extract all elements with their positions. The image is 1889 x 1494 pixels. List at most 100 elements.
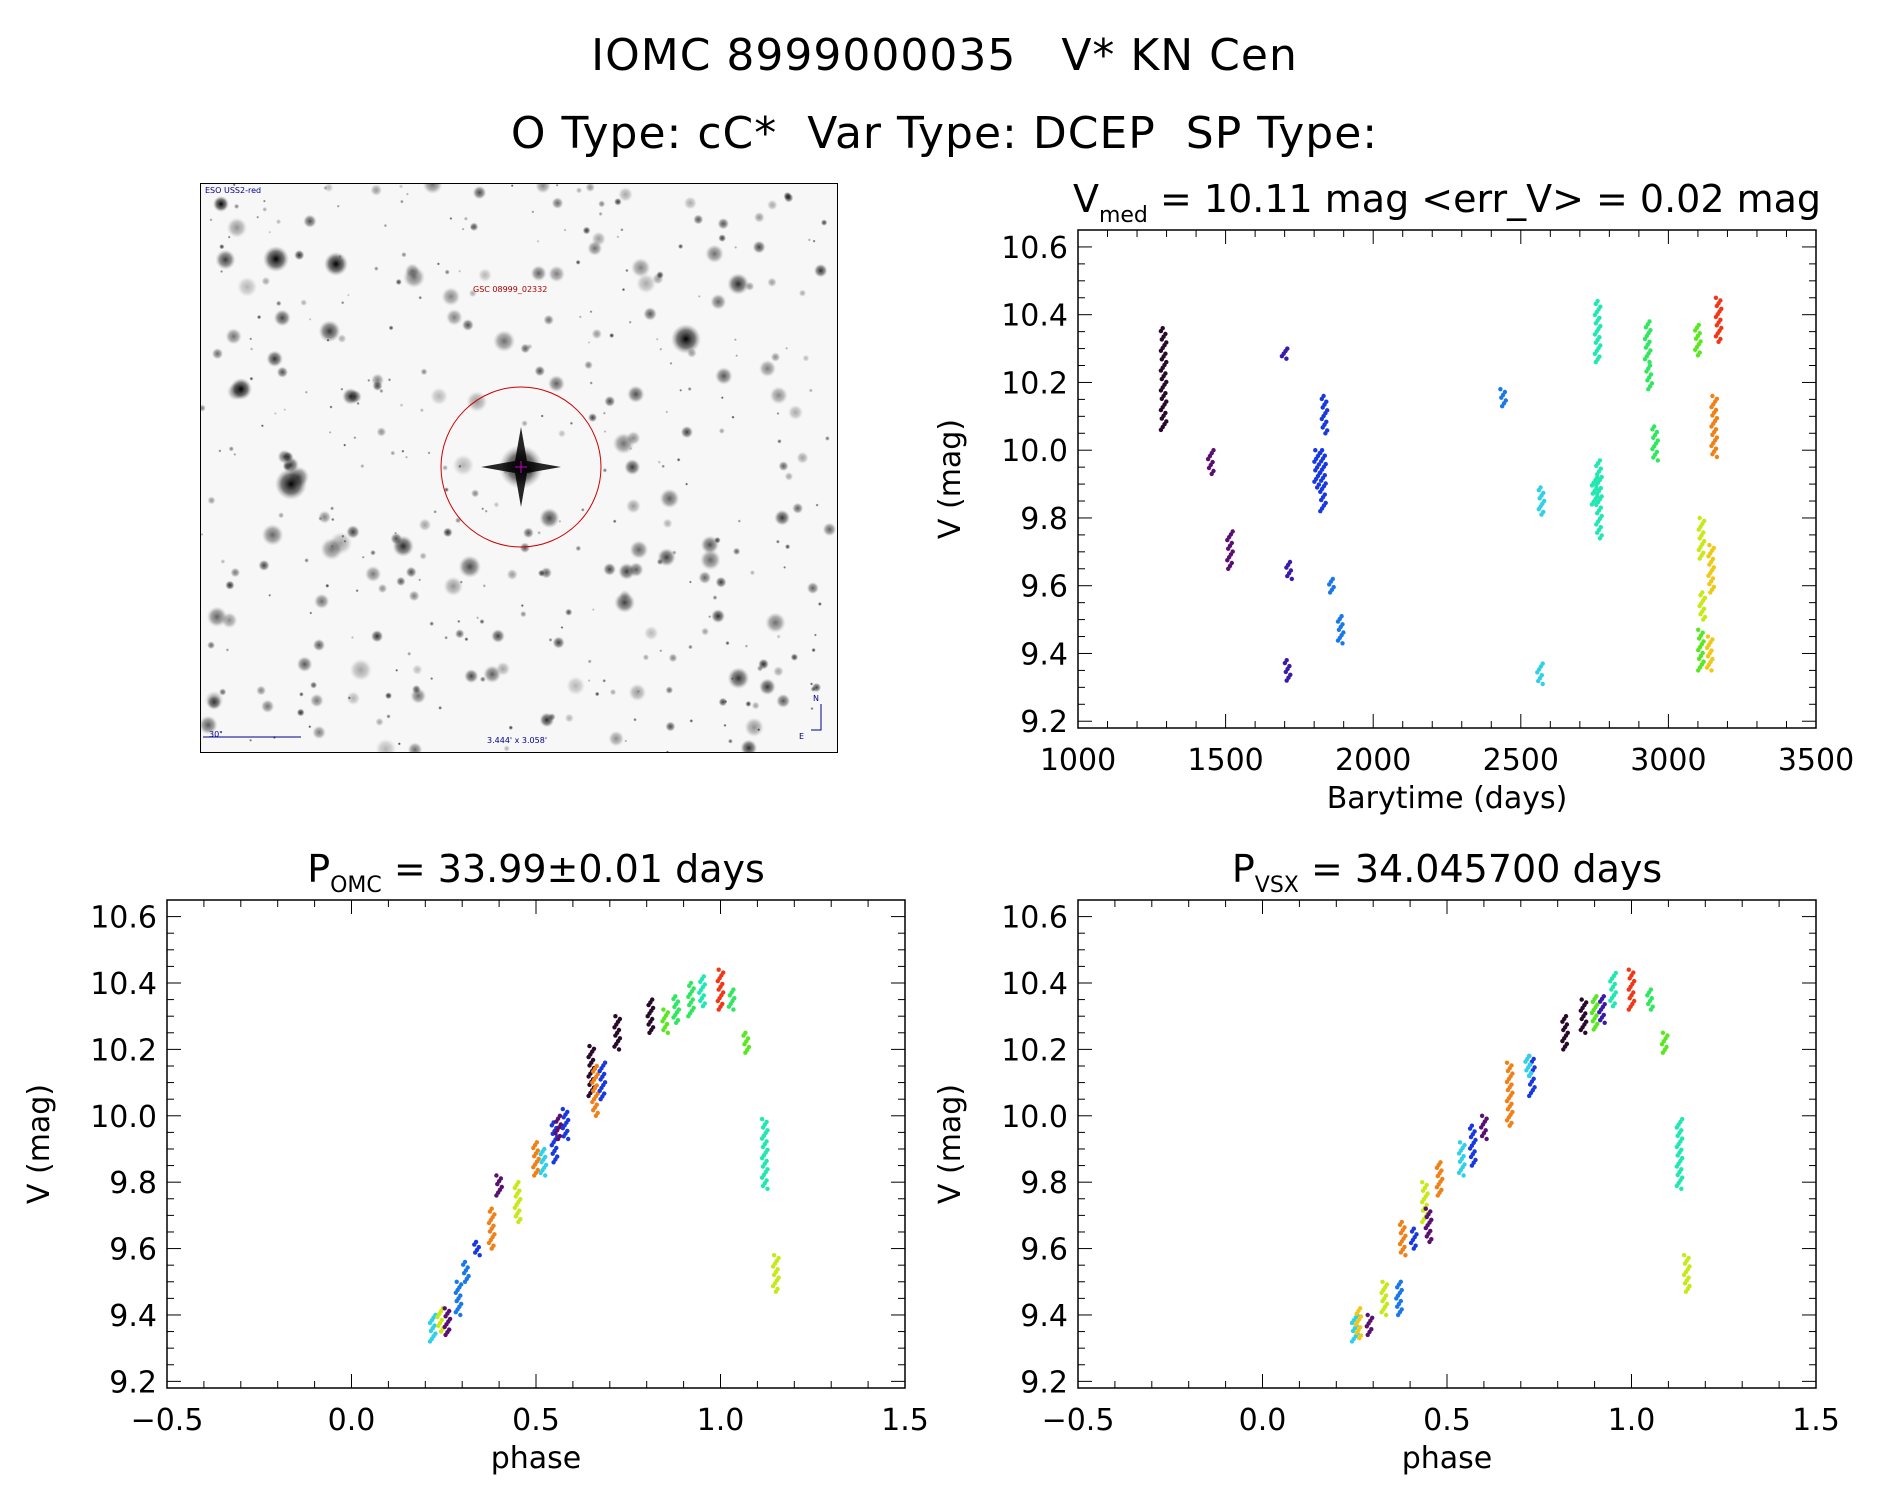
star-dot [312, 638, 326, 652]
star-dot [727, 667, 750, 690]
data-point [1539, 673, 1545, 678]
star-dot [697, 294, 701, 298]
star-dot [308, 725, 312, 729]
data-point [1210, 459, 1215, 465]
data-point [491, 1243, 496, 1248]
bright-star [324, 252, 348, 276]
data-point [1599, 513, 1604, 519]
data-point [1479, 1113, 1485, 1119]
star-dot [712, 595, 718, 601]
data-point [518, 1217, 523, 1222]
plot-frame [1077, 229, 1817, 729]
star-dot [689, 719, 694, 723]
star-dot [677, 243, 684, 250]
star-dot [401, 251, 407, 258]
star-dot [225, 328, 242, 345]
star-dot [630, 257, 651, 278]
bright-star [213, 196, 229, 212]
star-dot [341, 301, 345, 305]
star-dot [822, 522, 837, 537]
x-tick-label: 1.5 [881, 1403, 929, 1438]
data-point [1584, 1000, 1589, 1005]
data-point [1428, 1228, 1433, 1234]
data-point [1542, 498, 1547, 504]
star-dot [787, 404, 804, 420]
star-dot [685, 482, 689, 486]
star-dot [775, 539, 780, 544]
data-point [1707, 542, 1712, 548]
star-dot [471, 489, 480, 498]
star-dot [602, 678, 607, 683]
star-dot [776, 412, 780, 415]
star-dot [491, 629, 505, 643]
data-point [1323, 481, 1328, 486]
star-dot [809, 682, 814, 686]
data-point [1532, 1065, 1537, 1070]
y-tick-label: 10.2 [1001, 366, 1068, 401]
title-rest: = 10.11 mag <err_V> = 0.02 mag [1148, 177, 1821, 221]
star-dot [624, 739, 628, 743]
y-tick-label: 9.8 [1020, 502, 1068, 537]
data-point [1713, 446, 1719, 451]
star-dot [732, 547, 741, 556]
data-point [1461, 1154, 1466, 1159]
data-point [1287, 663, 1292, 669]
star-dot [744, 644, 749, 648]
data-point [602, 1080, 608, 1085]
data-point [442, 1306, 447, 1311]
x-tick-label: −0.5 [131, 1403, 204, 1438]
data-point [1510, 1109, 1515, 1115]
star-dot [717, 217, 730, 230]
data-point [1702, 614, 1708, 620]
star-dot [633, 717, 637, 722]
plot-title: POMC = 33.99±0.01 days [307, 847, 765, 898]
data-point [1288, 672, 1293, 677]
star-dot [478, 268, 492, 282]
star-dot [625, 268, 629, 273]
star-dot [343, 539, 347, 543]
star-dot [752, 240, 766, 254]
star-dot [770, 352, 781, 362]
star-dot [745, 700, 752, 708]
data-point [1598, 343, 1603, 348]
star-dot [283, 408, 287, 412]
star-dot [560, 626, 564, 629]
data-point [1510, 1090, 1515, 1096]
data-point [1702, 595, 1708, 601]
star-dot [774, 509, 791, 526]
star-dot [625, 498, 641, 514]
star-dot [361, 555, 365, 559]
data-point [1711, 565, 1717, 570]
data-point [447, 1308, 452, 1314]
data-point [1632, 978, 1637, 984]
data-point [650, 1016, 655, 1022]
data-point [1719, 306, 1724, 311]
star-dot [790, 653, 799, 661]
data-point [1714, 454, 1720, 460]
data-point [1509, 1120, 1514, 1126]
data-point [1583, 1030, 1588, 1036]
star-dot [718, 697, 728, 707]
data-point [1164, 419, 1169, 424]
star-dot [536, 239, 540, 243]
star-dot [537, 569, 546, 577]
star-dot [776, 634, 781, 639]
data-point [590, 1057, 596, 1063]
data-point [1369, 1327, 1374, 1332]
data-point [555, 1154, 560, 1159]
compass-arrows [811, 704, 822, 731]
data-point [1324, 419, 1329, 424]
data-point [1598, 525, 1604, 530]
star-dot [481, 507, 485, 511]
data-point [1358, 1325, 1363, 1330]
star-dot [211, 348, 224, 360]
data-point [602, 1071, 607, 1077]
data-point [595, 1072, 600, 1077]
plot-lightcurve: Vmed = 10.11 mag <err_V> = 0.02 mag 1000 1… [933, 177, 1854, 816]
data-point [1324, 399, 1329, 404]
star-dot [220, 269, 224, 274]
y-tick-label: 9.2 [1020, 1365, 1068, 1400]
star-dot [665, 686, 674, 694]
data-point [1681, 1253, 1687, 1258]
title-rest: = 33.99±0.01 days [382, 847, 765, 891]
